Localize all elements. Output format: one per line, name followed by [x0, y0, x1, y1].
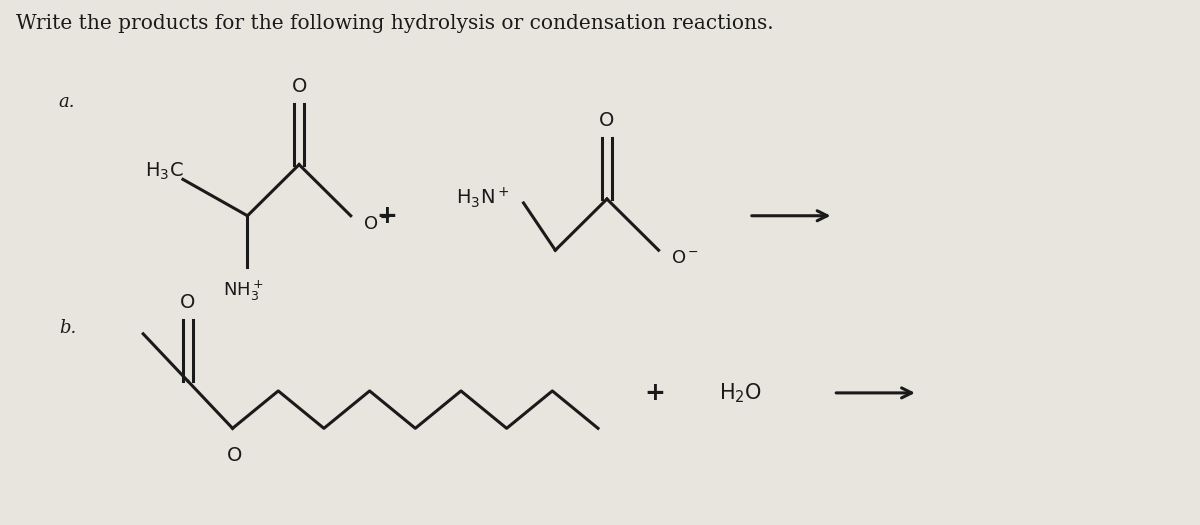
Text: b.: b.	[59, 319, 76, 337]
Text: $\mathregular{O^-}$: $\mathregular{O^-}$	[362, 215, 391, 233]
Text: +: +	[644, 381, 665, 405]
Text: Write the products for the following hydrolysis or condensation reactions.: Write the products for the following hyd…	[16, 14, 774, 33]
Text: a.: a.	[59, 93, 76, 111]
Text: $\mathregular{O^-}$: $\mathregular{O^-}$	[671, 249, 698, 267]
Text: O: O	[292, 77, 307, 96]
Text: $\mathregular{H_2O}$: $\mathregular{H_2O}$	[719, 381, 762, 405]
Text: O: O	[180, 293, 196, 312]
Text: O: O	[227, 446, 242, 465]
Text: $\mathregular{H_3N^+}$: $\mathregular{H_3N^+}$	[456, 186, 510, 211]
Text: +: +	[376, 204, 397, 228]
Text: $\mathregular{NH_3^+}$: $\mathregular{NH_3^+}$	[223, 279, 264, 303]
Text: $\mathregular{H_3C}$: $\mathregular{H_3C}$	[145, 161, 184, 182]
Text: O: O	[599, 111, 614, 130]
